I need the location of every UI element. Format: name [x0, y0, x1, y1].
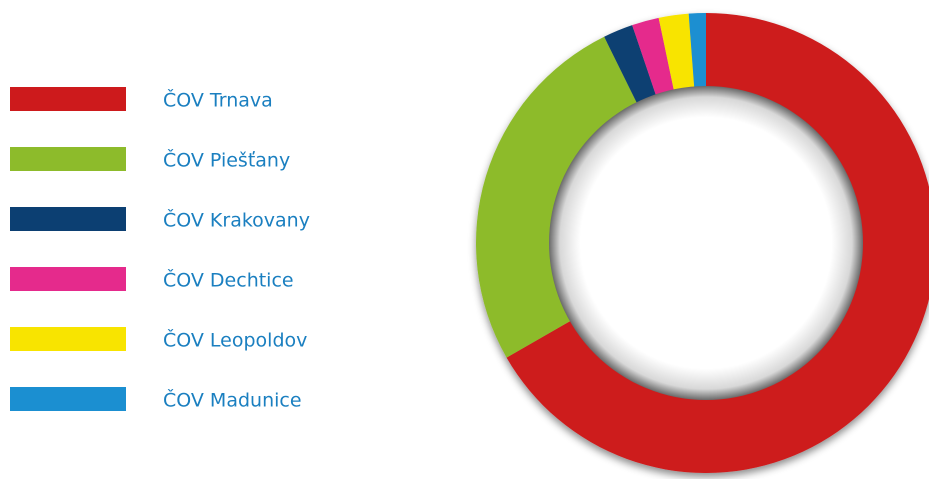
donut-segment [658, 13, 695, 92]
legend-label: ČOV Piešťany [163, 148, 290, 172]
donut-hole [549, 86, 863, 400]
legend-label: ČOV Trnava [163, 88, 273, 112]
legend-swatch [10, 387, 126, 411]
legend-swatch [10, 207, 126, 231]
donut-segment [506, 13, 929, 473]
legend-swatch [10, 147, 126, 171]
donut-segment [632, 17, 675, 97]
legend-label: ČOV Madunice [163, 388, 302, 412]
donut-segment [604, 25, 657, 105]
legend-label: ČOV Leopoldov [163, 328, 307, 352]
legend-swatch [10, 87, 126, 111]
legend-swatch [10, 327, 126, 351]
legend-label: ČOV Dechtice [163, 268, 294, 292]
legend-label: ČOV Krakovany [163, 208, 310, 232]
legend-swatch [10, 267, 126, 291]
donut-segment [688, 13, 706, 89]
